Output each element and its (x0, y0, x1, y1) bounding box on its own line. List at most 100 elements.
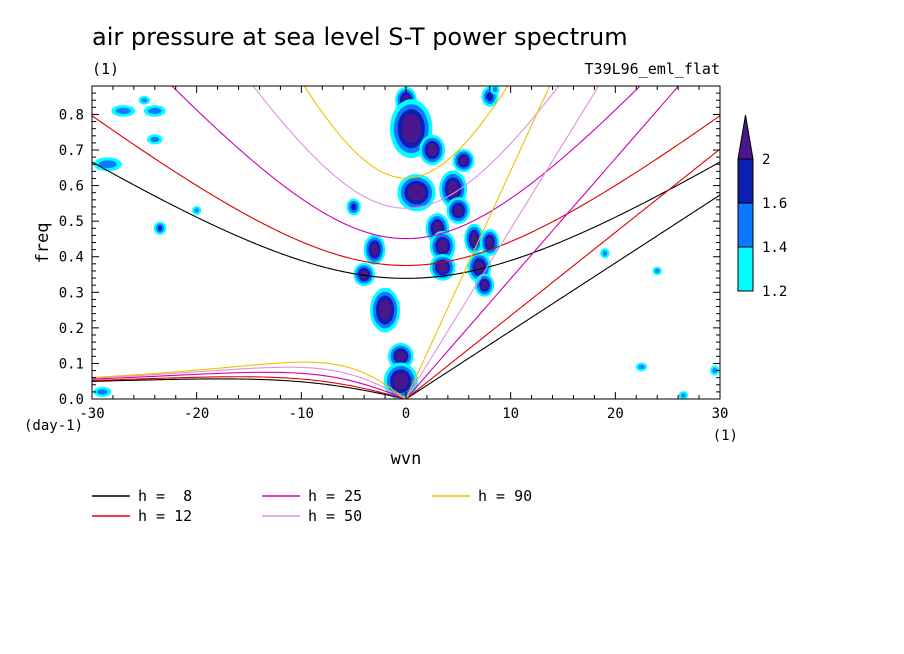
feature-level-1 (681, 393, 686, 398)
feature-level-3 (427, 143, 438, 157)
feature-level-3 (395, 351, 406, 362)
rossby-curve-h50 (92, 366, 407, 399)
curve-group-h50 (92, 86, 600, 399)
y-tick-label: 0.5 (59, 214, 84, 230)
chart-title: air pressure at sea level S-T power spec… (92, 23, 628, 51)
x-tick-labels: -30 -20 -10 0 10 20 30 (79, 406, 728, 422)
experiment-label: T39L96_eml_flat (585, 60, 720, 78)
gravity-curve-h8 (92, 161, 720, 279)
kelvin-curve-h90 (405, 86, 551, 399)
colorbar-segment (737, 202, 754, 248)
feature-level-3 (401, 114, 422, 144)
feature-level-3 (378, 299, 392, 321)
spectral-feature-4 (397, 173, 436, 212)
x-tick-label: 10 (502, 406, 519, 422)
spectral-feature-11 (480, 229, 500, 256)
colorbar-segment (737, 158, 754, 204)
spectral-features (93, 86, 720, 399)
spectral-feature-6 (452, 149, 475, 173)
kelvin-curve-h8 (405, 194, 720, 399)
kelvin-curve-h50 (405, 86, 600, 399)
x-tick-label: 30 (712, 406, 729, 422)
colorbar: 1.2 1.4 1.6 2 (737, 114, 787, 300)
y-tick-label: 0.1 (59, 356, 84, 372)
colorbar-segment (737, 246, 754, 292)
curve-group-h8 (92, 161, 720, 399)
kelvin-curve-h25 (405, 86, 680, 399)
spectral-feature-13 (353, 262, 375, 287)
y-tick-label: 0.3 (59, 285, 84, 301)
feature-level-3 (370, 243, 379, 256)
y-units-label: (day-1) (24, 418, 83, 434)
spectral-feature-18 (387, 342, 414, 370)
colorbar-label: 1.2 (762, 284, 787, 300)
feature-level-3 (459, 156, 468, 165)
dispersion-curves (92, 86, 720, 399)
colorbar-label: 1.4 (762, 240, 787, 256)
feature-level-1 (147, 107, 162, 114)
legend-label: h = 12 (138, 507, 192, 525)
spectral-feature-23 (143, 105, 166, 117)
legend-label: h = 8 (138, 487, 192, 505)
legend-item-h25: h = 25 (262, 487, 362, 505)
feature-level-3 (360, 270, 368, 279)
kelvin-curve-h12 (405, 148, 720, 399)
feature-level-3 (437, 262, 448, 273)
rossby-curve-h25 (92, 371, 407, 399)
x-tick-label: -20 (184, 406, 209, 422)
legend-label: h = 25 (308, 487, 362, 505)
x-tick-label: -10 (289, 406, 314, 422)
feature-level-3 (407, 184, 426, 202)
spectral-feature-21 (153, 221, 167, 235)
spectral-feature-19 (383, 362, 418, 399)
spectral-feature-27 (93, 386, 112, 397)
legend-label: h = 90 (478, 487, 532, 505)
feature-level-1 (492, 86, 498, 93)
legend-item-h90: h = 90 (432, 487, 532, 505)
x-units-label: (1) (713, 428, 738, 444)
x-tick-label: 20 (607, 406, 624, 422)
feature-level-3 (481, 281, 488, 290)
y-tick-label: 0.2 (59, 321, 84, 337)
spectral-feature-22 (111, 105, 136, 117)
feature-level-3 (474, 261, 484, 274)
y-tick-label: 0.6 (59, 179, 84, 195)
feature-level-1 (712, 367, 718, 374)
spectral-feature-9 (429, 230, 456, 262)
spectral-feature-35 (490, 86, 500, 95)
spectral-feature-32 (710, 365, 720, 376)
feature-level-3 (454, 205, 463, 216)
spectral-feature-24 (93, 157, 122, 172)
spectral-feature-28 (192, 206, 202, 215)
curve-group-h25 (92, 86, 680, 399)
gravity-curve-h12 (92, 115, 720, 267)
spectral-feature-3 (419, 134, 446, 166)
legend: h = 8 h = 12 h = 25 h = 50 h = 90 (92, 487, 532, 525)
axis-ticks (91, 85, 721, 400)
feature-level-3 (437, 239, 448, 253)
feature-level-3 (470, 232, 478, 246)
gravity-curve-h90 (303, 86, 509, 179)
feature-level-1 (97, 389, 108, 395)
spectral-feature-30 (635, 362, 648, 372)
rossby-curve-h8 (92, 378, 407, 399)
spectral-feature-33 (652, 266, 662, 276)
legend-item-h50: h = 50 (262, 507, 362, 525)
colorbar-extension (737, 114, 754, 160)
x-tick-label: 0 (402, 406, 410, 422)
feature-level-3 (486, 237, 493, 248)
spectral-feature-26 (138, 95, 151, 105)
spectral-feature-34 (481, 86, 498, 107)
y-tick-label: 0.0 (59, 392, 84, 408)
spectral-feature-29 (600, 248, 610, 259)
feature-level-2 (351, 203, 357, 211)
x-tick-label: -30 (79, 406, 104, 422)
spectral-feature-20 (346, 198, 361, 216)
colorbar-label: 2 (762, 152, 770, 168)
spectral-feature-31 (678, 391, 689, 399)
spectral-feature-12 (363, 234, 386, 265)
feature-level-1 (141, 98, 148, 103)
feature-level-1 (150, 136, 160, 142)
feature-level-1 (602, 250, 608, 256)
